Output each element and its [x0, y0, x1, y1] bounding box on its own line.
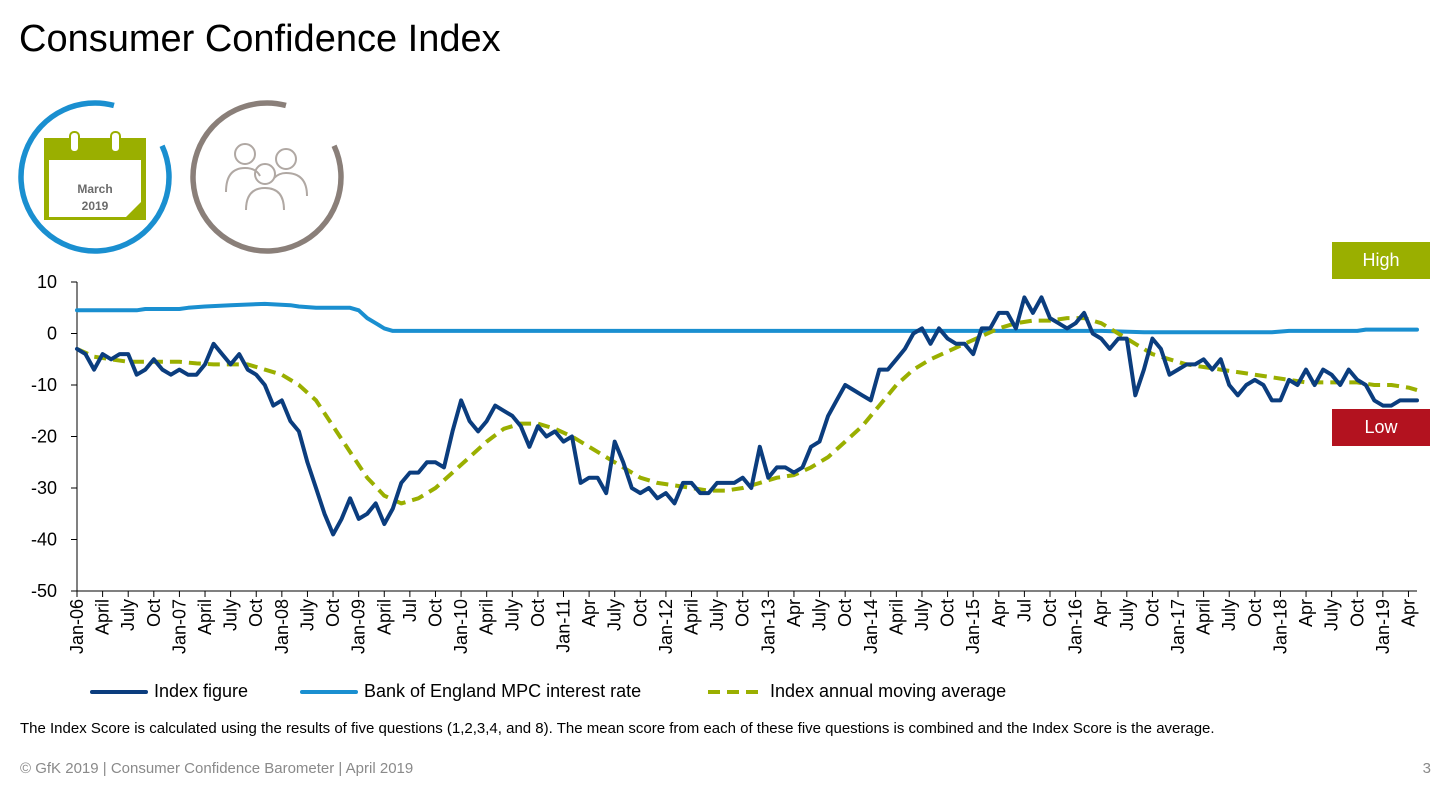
x-tick-label: Jan-09	[349, 599, 369, 654]
x-tick-label: Apr	[1296, 599, 1316, 627]
x-tick-label: Oct	[835, 599, 855, 627]
x-tick-label: Apr	[784, 599, 804, 627]
x-tick-label: Oct	[1245, 599, 1265, 627]
y-tick-label: 10	[37, 272, 57, 292]
y-tick-label: -30	[31, 478, 57, 498]
legend-label-rate: Bank of England MPC interest rate	[364, 681, 642, 701]
y-axis: 10 0 -10 -20 -30 -40 -50	[31, 272, 78, 601]
x-tick-label: Apr	[1398, 599, 1418, 627]
x-tick-label: Jan-11	[553, 599, 573, 653]
x-tick-label: July	[1219, 599, 1239, 631]
x-tick-label: April	[93, 599, 113, 635]
y-tick-label: 0	[47, 324, 57, 344]
x-tick-label: Jan-14	[861, 599, 881, 654]
x-tick-label: Jan-10	[451, 599, 471, 654]
y-tick-label: -20	[31, 427, 57, 447]
x-tick-label: Jul	[1014, 599, 1034, 622]
x-tick-label: July	[605, 599, 625, 631]
x-tick-label: Jan-07	[169, 599, 189, 654]
x-tick-label: Jan-17	[1168, 599, 1188, 654]
x-tick-label: July	[502, 599, 522, 631]
x-tick-label: July	[912, 599, 932, 631]
chart: 100-10-20-30-40-50 Jan-06 April July Oct Jan…	[31, 272, 1419, 654]
index-note: The Index Score is calculated using the …	[20, 720, 1215, 737]
x-tick-label: July	[221, 599, 241, 631]
page-title: Consumer Confidence Index	[19, 18, 501, 60]
x-tick-label: Oct	[323, 599, 343, 627]
calendar-month: March	[77, 182, 113, 196]
legend-item-index: Index figure	[90, 681, 248, 702]
x-tick-label: Oct	[630, 599, 650, 627]
legend-label-index: Index figure	[154, 681, 249, 701]
series-index-line	[75, 295, 1419, 537]
x-tick-label: Jan-08	[272, 599, 292, 654]
x-tick-label: Apr	[579, 599, 599, 627]
x-tick-label: April	[195, 599, 215, 635]
legend-label-moving-avg: Index annual moving average	[770, 681, 1007, 701]
x-tick-label: Apr	[989, 599, 1009, 627]
x-tick-label: July	[118, 599, 138, 631]
x-tick-label: Oct	[733, 599, 753, 627]
x-tick-label: Oct	[1347, 599, 1367, 627]
x-tick-label: Jul	[400, 599, 420, 622]
x-axis: Jan-06 April July Oct Jan-07 April July Oct Jan-…	[67, 590, 1418, 654]
x-tick-label: April	[374, 599, 394, 635]
people-group-icon	[186, 96, 348, 258]
x-tick-label: Jan-12	[656, 599, 676, 654]
high-badge: High	[1332, 242, 1430, 279]
x-tick-label: Oct	[144, 599, 164, 627]
x-tick-label: July	[1117, 599, 1137, 631]
legend-item-moving-avg: Index annual moving average	[706, 681, 1006, 702]
series-moving-average-line	[76, 316, 1418, 506]
series	[75, 295, 1419, 537]
x-tick-label: Oct	[938, 599, 958, 627]
x-tick-label: Jan-06	[67, 599, 87, 654]
x-tick-label: April	[477, 599, 497, 635]
x-tick-label: April	[886, 599, 906, 635]
x-tick-label: Jan-19	[1373, 599, 1393, 654]
page-number: 3	[1422, 760, 1431, 777]
series-interest-rate-line	[75, 301, 1419, 335]
x-tick-label: Jan-16	[1066, 599, 1086, 654]
x-tick-label: April	[682, 599, 702, 635]
x-tick-label: April	[1194, 599, 1214, 635]
x-tick-label: July	[1322, 599, 1342, 631]
x-tick-label: Oct	[425, 599, 445, 627]
x-tick-label: Oct	[1142, 599, 1162, 627]
x-tick-label: Oct	[246, 599, 266, 627]
x-tick-label: July	[810, 599, 830, 631]
calendar-year: 2019	[81, 199, 109, 213]
y-tick-label: -40	[31, 530, 57, 550]
y-tick-label: -50	[31, 581, 57, 601]
legend-item-rate: Bank of England MPC interest rate	[300, 681, 641, 702]
x-tick-label: Oct	[528, 599, 548, 627]
calendar-icon: March 2019	[14, 96, 176, 258]
x-tick-label: Jan-18	[1270, 599, 1290, 654]
y-tick-label: -10	[31, 375, 57, 395]
x-tick-label: Oct	[1040, 599, 1060, 627]
footer: © GfK 2019 | Consumer Confidence Baromet…	[20, 760, 414, 777]
low-badge: Low	[1332, 409, 1430, 446]
x-tick-label: July	[707, 599, 727, 631]
x-tick-label: Jan-15	[963, 599, 983, 654]
x-tick-label: Apr	[1091, 599, 1111, 627]
x-tick-label: Jan-13	[758, 599, 778, 654]
x-tick-label: July	[297, 599, 317, 631]
